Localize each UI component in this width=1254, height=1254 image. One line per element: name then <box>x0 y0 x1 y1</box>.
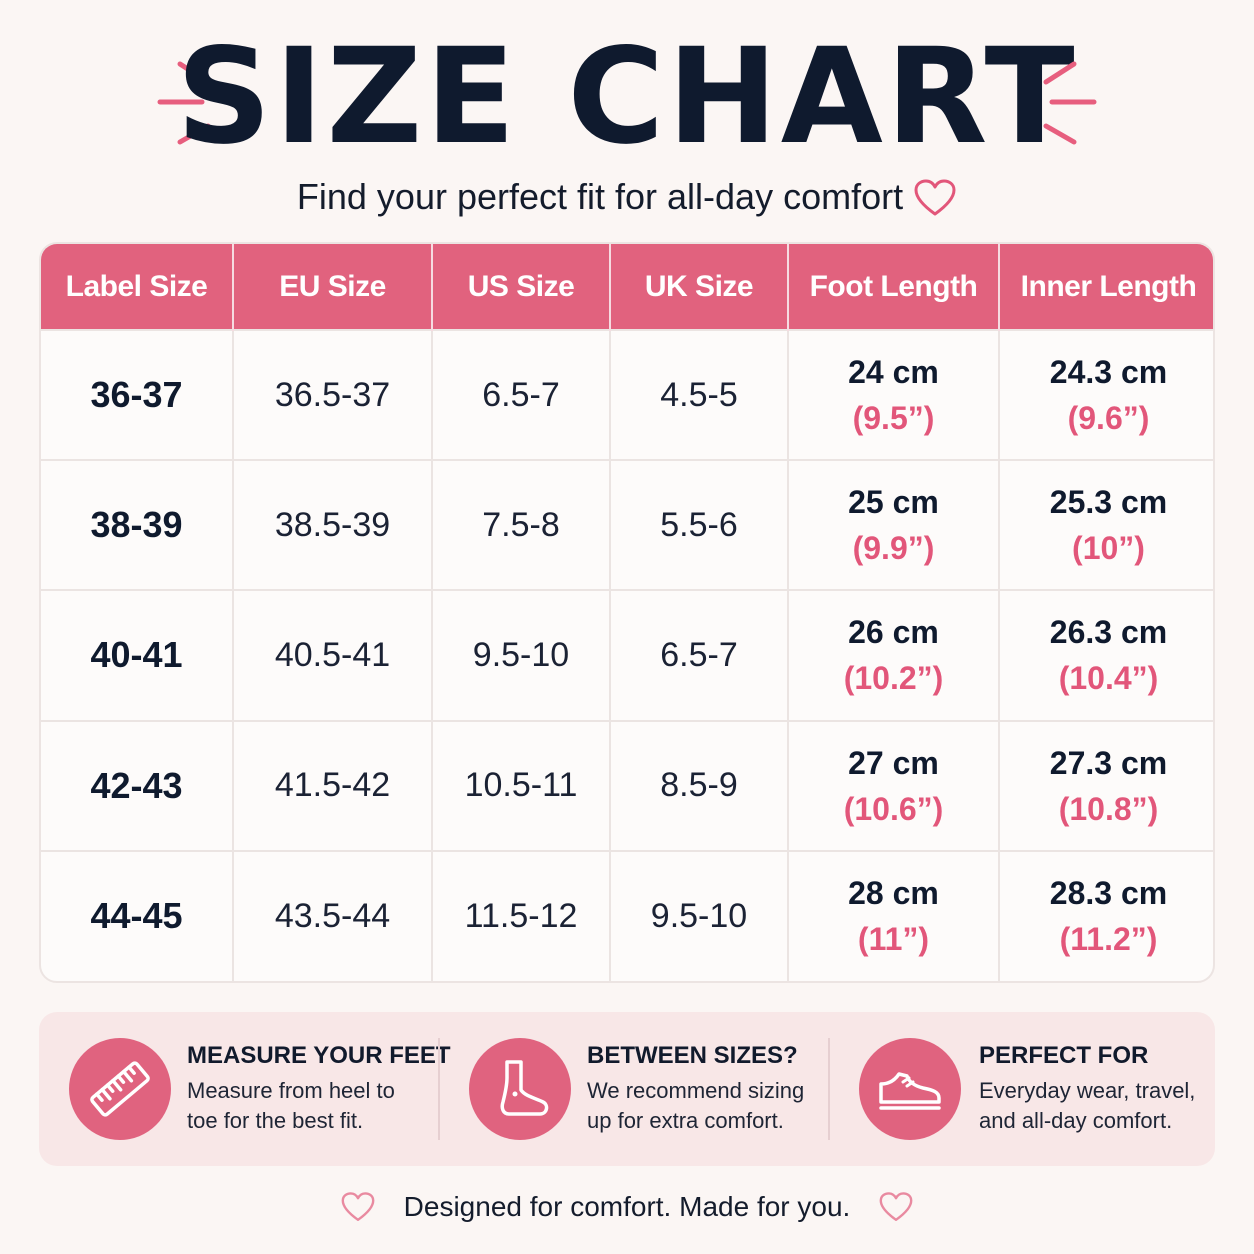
page-title: SIZE CHART <box>176 20 1078 174</box>
foot-length-cell: 25 cm (9.9”) <box>788 459 1000 591</box>
header-inner-length: Inner Length <box>999 244 1213 330</box>
inner-length-cell: 26.3 cm (10.4”) <box>999 589 1213 721</box>
heart-outline-icon <box>914 179 956 216</box>
eu-size-cell: 40.5-41 <box>233 589 433 721</box>
table-row: 36-37 36.5-37 6.5-7 4.5-5 24 cm (9.5”) 24… <box>41 328 1213 461</box>
us-size-cell: 11.5-12 <box>432 849 611 981</box>
sneaker-icon-circle <box>859 1038 961 1140</box>
uk-size-cell: 5.5-6 <box>610 459 789 591</box>
info-between-sizes: BETWEEN SIZES? We recommend sizing up fo… <box>439 1012 829 1166</box>
header-label-size: Label Size <box>41 244 234 330</box>
header-foot-length: Foot Length <box>788 244 1000 330</box>
us-size-cell: 6.5-7 <box>432 328 611 461</box>
foot-length-inch: (9.5”) <box>852 400 935 437</box>
foot-length-cm: 25 cm <box>848 484 939 521</box>
inner-length-inch: (10”) <box>1072 530 1145 567</box>
eu-size-cell: 43.5-44 <box>233 849 433 981</box>
inner-length-cell: 24.3 cm (9.6”) <box>999 328 1213 461</box>
inner-length-cm: 25.3 cm <box>1049 484 1168 521</box>
footer-text: Designed for comfort. Made for you. <box>403 1191 851 1222</box>
uk-size-cell: 6.5-7 <box>610 589 789 721</box>
size-table: Label Size EU Size US Size UK Size Foot … <box>39 242 1215 983</box>
inner-length-cell: 27.3 cm (10.8”) <box>999 719 1213 851</box>
foot-length-cell: 27 cm (10.6”) <box>788 719 1000 851</box>
foot-length-cm: 27 cm <box>848 744 939 781</box>
inner-length-inch: (10.8”) <box>1058 790 1159 827</box>
info-perfect-for: PERFECT FOR Everyday wear, travel, and a… <box>829 1012 1215 1166</box>
inner-length-inch: (9.6”) <box>1067 400 1150 437</box>
table-header-row: Label Size EU Size US Size UK Size Foot … <box>41 244 1213 330</box>
table-row: 40-41 40.5-41 9.5-10 6.5-7 26 cm (10.2”) … <box>41 589 1213 721</box>
inner-length-cm: 26.3 cm <box>1049 614 1168 651</box>
info-text: We recommend sizing up for extra comfort… <box>587 1078 805 1133</box>
header-us-size: US Size <box>432 244 611 330</box>
header-eu-size: EU Size <box>233 244 433 330</box>
info-panel: MEASURE YOUR FEET Measure from heel to t… <box>39 1012 1215 1166</box>
eu-size-cell: 36.5-37 <box>233 328 433 461</box>
inner-length-cm: 24.3 cm <box>1049 354 1168 391</box>
foot-length-cell: 26 cm (10.2”) <box>788 589 1000 721</box>
foot-length-cm: 24 cm <box>848 354 939 391</box>
uk-size-cell: 4.5-5 <box>610 328 789 461</box>
foot-icon <box>500 1060 549 1116</box>
eu-size-cell: 41.5-42 <box>233 719 433 851</box>
table-row: 38-39 38.5-39 7.5-8 5.5-6 25 cm (9.9”) 25… <box>41 459 1213 591</box>
heart-outline-icon <box>341 1192 375 1221</box>
eu-size-cell: 38.5-39 <box>233 459 433 591</box>
burst-lines-left <box>157 61 211 145</box>
label-size-cell: 44-45 <box>41 849 234 981</box>
foot-length-inch: (10.6”) <box>843 790 944 827</box>
foot-length-cell: 28 cm (11”) <box>788 849 1000 981</box>
inner-length-cm: 28.3 cm <box>1049 875 1168 912</box>
info-title: BETWEEN SIZES? <box>587 1042 798 1069</box>
foot-icon-circle <box>469 1038 571 1140</box>
inner-length-cell: 25.3 cm (10”) <box>999 459 1213 591</box>
info-text: Everyday wear, travel, and all-day comfo… <box>979 1078 1196 1133</box>
info-text: Measure from heel to toe for the best fi… <box>187 1078 395 1133</box>
inner-length-inch: (11.2”) <box>1059 921 1158 958</box>
ruler-icon-circle <box>69 1038 171 1140</box>
burst-lines-right <box>1043 61 1097 145</box>
table-row: 44-45 43.5-44 11.5-12 9.5-10 28 cm (11”) … <box>41 849 1213 981</box>
us-size-cell: 10.5-11 <box>432 719 611 851</box>
us-size-cell: 7.5-8 <box>432 459 611 591</box>
inner-length-inch: (10.4”) <box>1058 660 1159 697</box>
inner-length-cell: 28.3 cm (11.2”) <box>999 849 1213 981</box>
foot-length-inch: (10.2”) <box>843 660 944 697</box>
label-size-cell: 40-41 <box>41 589 234 721</box>
uk-size-cell: 9.5-10 <box>610 849 789 981</box>
header-uk-size: UK Size <box>610 244 789 330</box>
info-measure: MEASURE YOUR FEET Measure from heel to t… <box>39 1012 451 1166</box>
us-size-cell: 9.5-10 <box>432 589 611 721</box>
subtitle-text: Find your perfect fit for all-day comfor… <box>296 176 904 217</box>
foot-length-inch: (9.9”) <box>852 530 935 567</box>
heart-outline-icon <box>879 1192 913 1221</box>
subtitle: Find your perfect fit for all-day comfor… <box>0 172 1254 222</box>
foot-length-cell: 24 cm (9.5”) <box>788 328 1000 461</box>
foot-length-cm: 26 cm <box>848 614 939 651</box>
foot-length-inch: (11”) <box>857 921 930 958</box>
label-size-cell: 36-37 <box>41 328 234 461</box>
info-title: PERFECT FOR <box>979 1042 1149 1069</box>
info-divider <box>828 1038 830 1140</box>
inner-length-cm: 27.3 cm <box>1049 744 1168 781</box>
footer: Designed for comfort. Made for you. <box>0 1184 1254 1230</box>
foot-length-cm: 28 cm <box>848 875 939 912</box>
uk-size-cell: 8.5-9 <box>610 719 789 851</box>
label-size-cell: 42-43 <box>41 719 234 851</box>
info-title: MEASURE YOUR FEET <box>187 1042 451 1069</box>
table-row: 42-43 41.5-42 10.5-11 8.5-9 27 cm (10.6”)… <box>41 719 1213 851</box>
label-size-cell: 38-39 <box>41 459 234 591</box>
ruler-icon <box>90 1061 150 1117</box>
info-divider <box>438 1038 440 1140</box>
sneaker-icon <box>879 1072 941 1110</box>
